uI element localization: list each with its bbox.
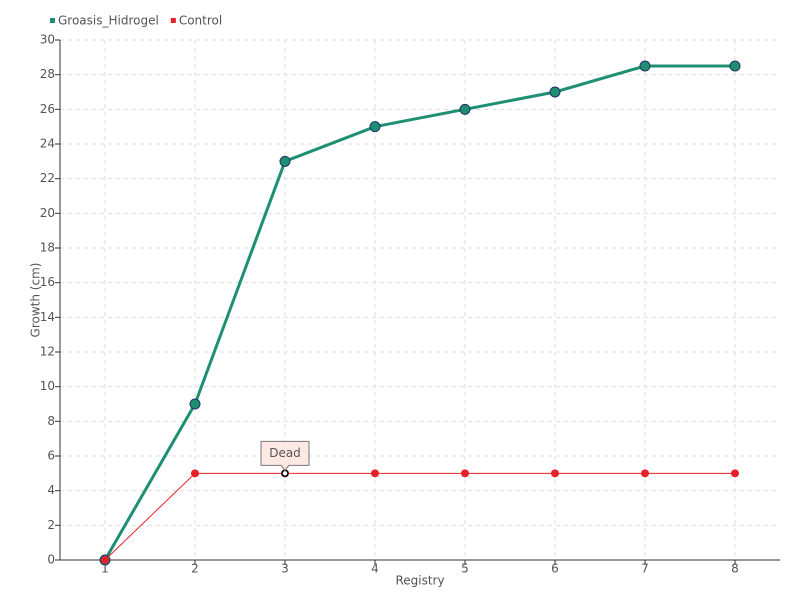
- x-tick-label: 8: [731, 562, 739, 576]
- y-tick-label: 26: [40, 102, 55, 116]
- y-tick-label: 24: [40, 137, 55, 151]
- y-tick-label: 12: [40, 345, 55, 359]
- data-point: [371, 469, 379, 478]
- x-tick-label: 5: [461, 562, 469, 576]
- x-tick-label: 7: [641, 562, 649, 576]
- legend-label: Groasis_Hidrogel: [58, 14, 159, 28]
- data-point: [549, 86, 561, 98]
- annotation-box: [260, 440, 310, 472]
- data-point: [461, 469, 469, 478]
- y-tick-label: 14: [40, 310, 55, 324]
- y-tick-label: 10: [40, 379, 55, 393]
- y-tick-label: 2: [47, 518, 55, 532]
- x-tick-label: 6: [551, 562, 559, 576]
- y-tick-label: 20: [40, 206, 55, 220]
- y-tick-label: 30: [40, 33, 55, 47]
- x-tick-label: 2: [191, 562, 199, 576]
- data-point: [551, 469, 559, 478]
- annotation-text: Dead: [269, 446, 301, 460]
- x-tick-label: 1: [101, 562, 109, 576]
- data-point: [191, 469, 199, 478]
- data-point: [459, 103, 471, 115]
- legend-swatch: [50, 18, 55, 23]
- y-tick-label: 16: [40, 275, 55, 289]
- legend-label: Control: [179, 14, 222, 28]
- y-axis-label: Growth (cm): [29, 263, 43, 338]
- data-point: [641, 469, 649, 478]
- data-point: [729, 60, 741, 72]
- x-tick-label: 3: [281, 562, 289, 576]
- data-point: [731, 469, 739, 478]
- legend-swatch: [170, 18, 176, 23]
- y-tick-label: 22: [40, 171, 55, 185]
- series-line: [104, 472, 735, 561]
- annotation-point: [281, 469, 289, 478]
- data-point: [369, 121, 381, 133]
- data-point: [101, 556, 109, 564]
- annotation: Dead: [260, 440, 310, 478]
- series-line: [103, 64, 735, 561]
- y-tick-label: 8: [47, 414, 55, 428]
- y-tick-label: 28: [40, 67, 55, 81]
- data-point: [639, 60, 651, 72]
- y-tick-label: 6: [47, 449, 55, 463]
- y-tick-label: 18: [40, 241, 55, 255]
- x-tick-label: 4: [371, 562, 379, 576]
- y-tick-label: 4: [47, 483, 55, 497]
- data-point: [279, 155, 291, 167]
- x-axis-label: Registry: [395, 574, 444, 588]
- data-point: [189, 398, 201, 410]
- y-tick-label: 0: [47, 553, 55, 567]
